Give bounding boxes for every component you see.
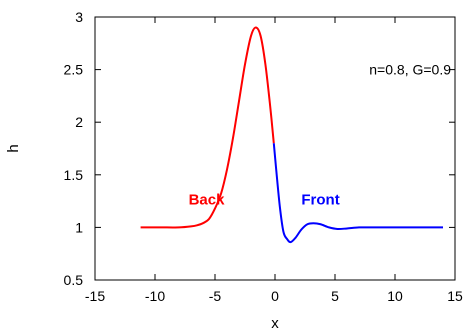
y-tick-label: 2 (75, 114, 83, 130)
axis-ticks: -15 -10 -5 0 5 10 15 0.5 1 1.5 2 2.5 3 (64, 9, 463, 304)
series-line-back (140, 26, 275, 229)
region-label-back: Back (189, 191, 226, 208)
y-tick-label: 2.5 (64, 62, 84, 78)
x-tick-label: -5 (209, 288, 222, 304)
y-axis-label: h (5, 144, 22, 152)
x-tick-label: 0 (271, 288, 279, 304)
parameter-annotation: n=0.8, G=0.9 (369, 62, 451, 78)
y-tick-label: 3 (75, 9, 83, 25)
series-line-front (272, 143, 443, 244)
x-tick-label: 10 (387, 288, 403, 304)
x-tick-label: -15 (85, 288, 105, 304)
y-tick-label: 0.5 (64, 272, 84, 288)
x-tick-label: 5 (331, 288, 339, 304)
y-tick-label: 1 (75, 219, 83, 235)
region-labels: Back Front (189, 191, 340, 208)
y-tick-label: 1.5 (64, 167, 84, 183)
series-group (140, 26, 443, 244)
x-axis-label: x (271, 315, 279, 332)
x-tick-label: -10 (145, 288, 165, 304)
x-tick-label: 15 (447, 288, 463, 304)
region-label-front: Front (301, 191, 339, 208)
